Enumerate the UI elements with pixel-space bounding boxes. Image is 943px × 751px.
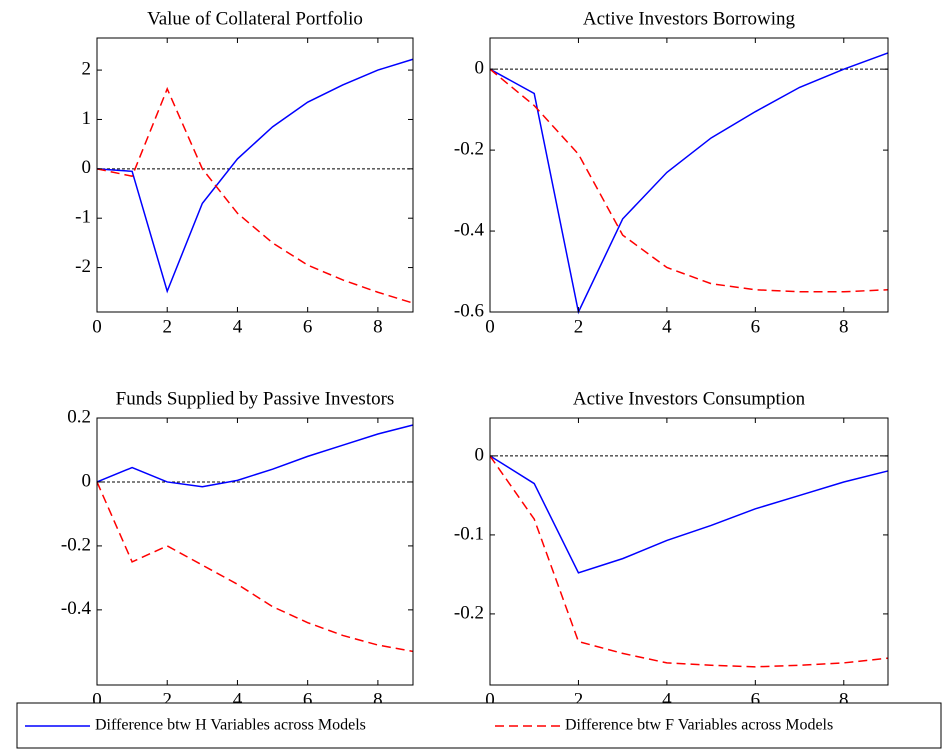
x-tick-label: 4 [662,316,672,337]
x-tick-label: 2 [574,316,584,337]
x-tick-label: 2 [162,689,172,710]
y-tick-label: -1 [75,207,91,228]
x-tick-label: 4 [233,316,243,337]
chart-title: Funds Supplied by Passive Investors [116,388,395,409]
axes-frame [96,37,414,313]
y-tick-label: 2 [82,58,92,79]
series-line [96,424,414,488]
legend-label: Difference btw H Variables across Models [95,717,366,734]
chart-title: Active Investors Borrowing [583,8,796,29]
series-line [489,68,889,293]
x-tick-label: 0 [92,689,102,710]
x-tick-label: 8 [839,316,849,337]
x-tick-label: 2 [162,316,172,337]
x-tick-label: 8 [373,689,383,710]
axes-frame [96,417,414,686]
y-tick-label: -0.2 [61,534,91,555]
legend-box [16,702,942,749]
x-tick-label: 6 [751,316,761,337]
axes-frame [489,417,889,686]
y-tick-label: 0 [475,444,485,465]
x-tick-label: 0 [485,316,495,337]
y-tick-label: -0.4 [61,598,92,619]
y-tick-label: -0.2 [454,138,484,159]
y-tick-label: -0.4 [454,219,485,240]
x-tick-label: 6 [303,689,313,710]
series-line [96,86,414,304]
y-tick-label: 0 [82,157,92,178]
y-tick-label: -0.6 [454,300,484,321]
chart-title: Value of Collateral Portfolio [147,8,363,29]
x-tick-label: 0 [92,316,102,337]
series-line [96,481,414,653]
x-tick-label: 8 [373,316,383,337]
series-line [489,52,889,315]
series-line [96,58,414,294]
chart-title: Active Investors Consumption [573,388,806,409]
x-tick-label: 4 [233,689,243,710]
series-line [489,455,889,574]
x-tick-label: 6 [751,689,761,710]
y-tick-label: 0.2 [67,406,91,427]
x-tick-label: 2 [574,689,584,710]
legend-label: Difference btw F Variables across Models [565,717,833,734]
x-tick-label: 0 [485,689,495,710]
x-tick-label: 6 [303,316,313,337]
y-tick-label: -0.2 [454,602,484,623]
y-tick-label: -2 [75,256,91,277]
y-tick-label: -0.1 [454,523,484,544]
y-tick-label: 0 [475,58,485,79]
y-tick-label: 1 [82,108,92,129]
x-tick-label: 8 [839,689,849,710]
axes-frame [489,37,889,313]
series-line [489,455,889,668]
y-tick-label: 0 [82,470,92,491]
x-tick-label: 4 [662,689,672,710]
